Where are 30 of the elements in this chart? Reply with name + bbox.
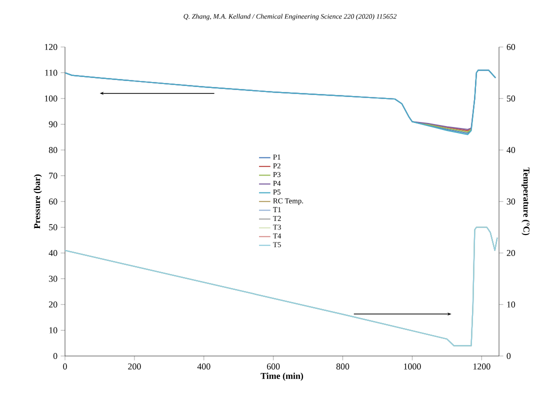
x-tick-label: 600 <box>266 363 280 370</box>
y2-tick-label: 60 <box>506 44 516 50</box>
y2-tick-label: 20 <box>506 250 516 256</box>
y-tick-label: 50 <box>49 224 58 230</box>
y-tick-label: 70 <box>49 172 58 179</box>
x-tick-label: 1200 <box>473 363 490 370</box>
x-tick-label: 800 <box>336 363 350 370</box>
y-tick-label: 100 <box>44 95 58 102</box>
x-tick-label: 1000 <box>404 363 421 370</box>
y-tick-label: 10 <box>49 327 58 334</box>
y-tick-label: 90 <box>48 121 58 128</box>
y2-tick-label: 10 <box>507 301 516 308</box>
y2-tick-label: 30 <box>506 198 516 205</box>
y-axis-title: Pressure (bar) <box>34 174 42 229</box>
y2-tick-label: 40 <box>506 146 516 154</box>
y-tick-label: 60 <box>48 198 58 205</box>
y2-tick-label: 50 <box>506 95 516 102</box>
x-tick-label: 0 <box>63 363 67 370</box>
y-tick-label: 120 <box>44 44 58 50</box>
x-axis-title: Time (min) <box>260 372 304 381</box>
y-tick-label: 80 <box>48 146 58 154</box>
y-tick-label: 40 <box>48 250 58 256</box>
y-tick-label: 30 <box>49 276 58 282</box>
y-tick-label: 0 <box>53 352 58 360</box>
x-tick-label: 200 <box>128 363 141 370</box>
y-tick-label: 110 <box>45 70 58 76</box>
y2-axis-title: Temperature (°C) <box>522 168 530 236</box>
x-tick-label: 400 <box>197 363 210 370</box>
y-tick-label: 20 <box>48 301 58 308</box>
y2-tick-label: 0 <box>506 352 511 360</box>
